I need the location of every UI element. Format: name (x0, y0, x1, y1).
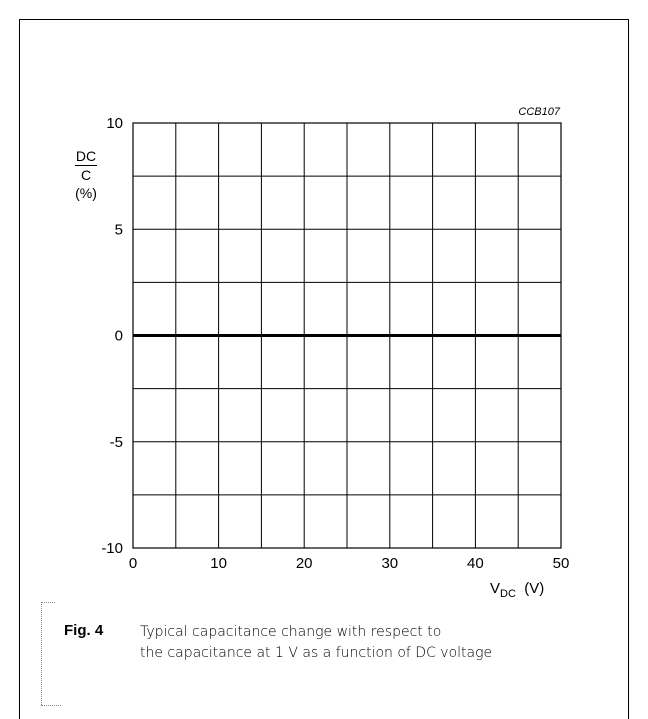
x-axis-label: VDC (V) (490, 580, 544, 600)
y-label-unit: (%) (75, 185, 97, 201)
figure-frame (19, 19, 629, 719)
y-label-numerator: DC (75, 148, 97, 164)
caption-bracket (41, 602, 43, 705)
caption-line-1: Typical capacitance change with respect … (140, 624, 442, 640)
x-tick-label-0: 0 (129, 555, 137, 572)
y-tick-label-2: 0 (115, 328, 123, 345)
x-tick-label-2: 20 (296, 555, 313, 572)
caption-bracket-top (41, 602, 55, 603)
y-axis-label: DC C (%) (66, 148, 106, 201)
caption-line-2: the capacitance at 1 V as a function of … (140, 645, 493, 661)
y-tick-label-4: -10 (101, 540, 123, 557)
x-tick-label-3: 30 (381, 555, 398, 572)
y-tick-label-0: 10 (106, 115, 123, 132)
figure-label: Fig. 4 (64, 622, 104, 639)
x-tick-label-5: 50 (553, 555, 570, 572)
x-label-main: V (490, 580, 501, 597)
y-tick-label-3: -5 (110, 434, 123, 451)
x-tick-label-1: 10 (210, 555, 227, 572)
caption-bracket-bottom (41, 705, 61, 706)
x-label-sub: DC (500, 588, 516, 600)
chart-code: CCB107 (518, 106, 560, 118)
x-label-unit: (V) (524, 580, 545, 597)
y-label-fraction-bar (75, 165, 97, 166)
y-label-denominator: C (80, 167, 92, 183)
y-tick-label-1: 5 (115, 221, 123, 238)
figure-caption: Typical capacitance change with respect … (140, 622, 492, 664)
x-tick-label-4: 40 (467, 555, 484, 572)
